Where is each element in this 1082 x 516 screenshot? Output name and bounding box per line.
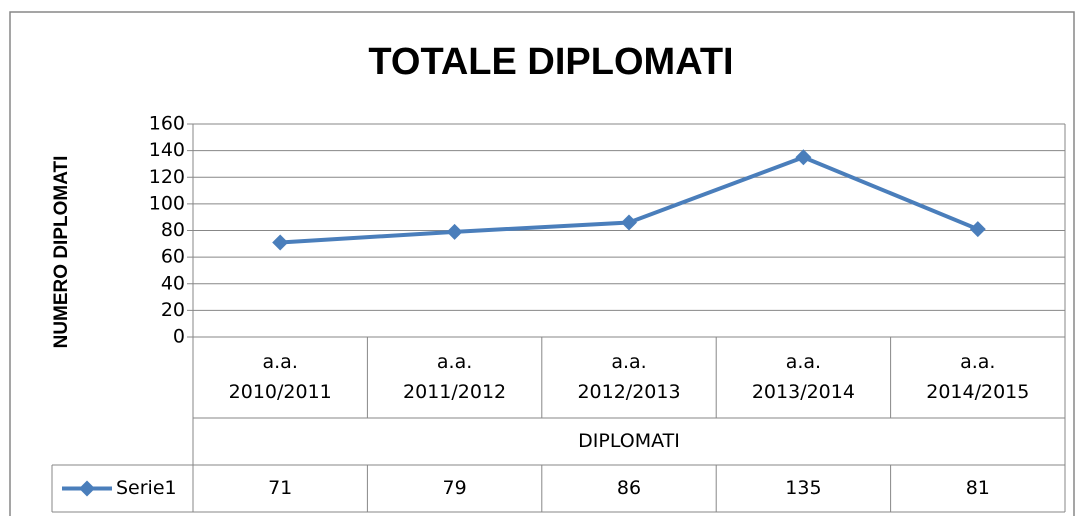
legend-marker [79,480,95,497]
x-tick-label: a.a. 2010/2011 [229,351,332,403]
y-tick-label: 140 [149,139,185,161]
y-tick-label: 20 [161,299,185,321]
x-tick-label: a.a. 2012/2013 [577,351,680,403]
y-tick-label: 40 [161,272,185,294]
point [969,221,986,238]
table-value: 81 [966,477,990,499]
y-tick-label: 80 [161,219,185,241]
point [795,149,812,166]
x-axis-label: DIPLOMATI [578,430,680,452]
y-tick-label: 60 [161,246,185,268]
x-tick-label: a.a. 2011/2012 [403,351,506,403]
x-tick-label: a.a. 2014/2015 [926,351,1029,403]
y-tick-label: 100 [149,192,185,214]
x-tick-label: a.a. 2013/2014 [752,351,855,403]
y-tick-label: 160 [149,113,185,135]
table-value: 79 [443,477,467,499]
table-value: 71 [268,477,292,499]
table-value: 135 [785,477,821,499]
y-tick-label: 120 [149,166,185,188]
table-value: 86 [617,477,641,499]
chart-frame [9,11,1075,516]
point [446,223,463,240]
y-tick-label: 0 [173,326,185,348]
point [272,234,289,251]
point [621,214,637,231]
legend-label: Serie1 [116,477,177,499]
chart-title: TOTALE DIPLOMATI [368,41,733,83]
y-axis-label: NUMERO DIPLOMATI [51,156,72,349]
